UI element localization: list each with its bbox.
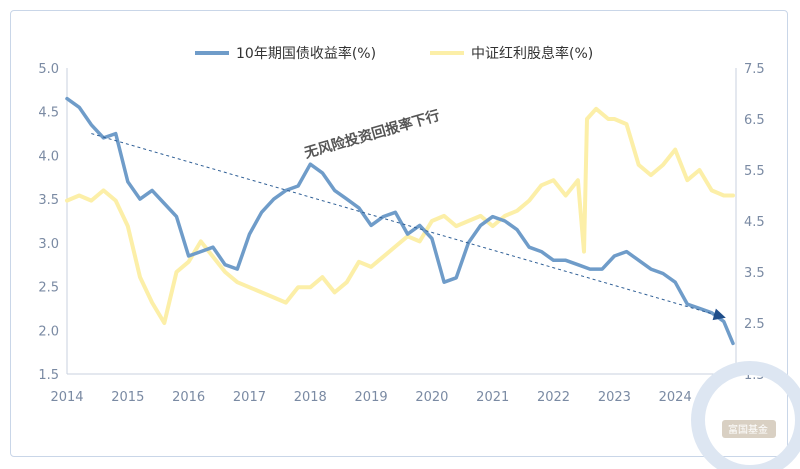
axes <box>66 68 737 375</box>
legend-label-dividend-yield: 中证红利股息率(%) <box>471 45 593 62</box>
watermark-badge <box>722 420 776 438</box>
x-tick-label: 2019 <box>355 390 388 405</box>
x-tick-label: 2015 <box>111 390 144 405</box>
series-line-dividend-yield <box>65 106 735 325</box>
x-tick-label: 2023 <box>598 390 631 405</box>
trend-arrowhead <box>712 308 726 321</box>
right-tick-label: 7.5 <box>744 62 765 77</box>
watermark-text: 富国基金 <box>728 423 768 436</box>
x-tick-label: 2024 <box>659 390 692 405</box>
series-line-bond-yield <box>65 96 735 346</box>
left-tick-label: 1.5 <box>38 368 59 383</box>
x-tick-label: 2014 <box>50 390 83 405</box>
trend-annotation: 无风险投资回报率下行 <box>301 107 441 162</box>
trend-line <box>91 133 724 318</box>
right-tick-label: 5.5 <box>744 164 765 179</box>
right-tick-label: 3.5 <box>744 266 765 281</box>
legend-label-bond-yield: 10年期国债收益率(%) <box>236 45 376 62</box>
x-tick-label: 2016 <box>172 390 205 405</box>
x-tick-label: 2022 <box>537 390 570 405</box>
left-tick-label: 4.5 <box>38 106 59 121</box>
left-tick-label: 2.5 <box>38 281 59 296</box>
left-tick-label: 2.0 <box>38 324 59 339</box>
legend: 10年期国债收益率(%) 中证红利股息率(%) <box>195 45 593 62</box>
watermark-logo: 富国基金 <box>691 361 800 469</box>
right-tick-label: 2.5 <box>744 317 765 332</box>
chart-frame <box>10 10 788 457</box>
x-tick-label: 2017 <box>233 390 266 405</box>
series-layer <box>65 96 735 346</box>
x-tick-label: 2018 <box>294 390 327 405</box>
x-axis-ticks: 2014 2015 2016 2017 2018 2019 2020 2021 2022 2023… <box>50 390 691 405</box>
x-tick-label: 2021 <box>476 390 509 405</box>
left-axis-ticks: 5.0 4.5 4.0 3.5 3.0 2.5 2.0 1.5 <box>38 62 59 383</box>
left-tick-label: 4.0 <box>38 149 59 164</box>
left-tick-label: 5.0 <box>38 62 59 77</box>
trend-layer <box>91 133 726 321</box>
right-tick-label: 6.5 <box>744 113 765 128</box>
right-tick-label: 4.5 <box>744 215 765 230</box>
left-tick-label: 3.0 <box>38 237 59 252</box>
x-tick-label: 2020 <box>415 390 448 405</box>
right-axis-ticks: 7.56.55.54.53.52.51.5 <box>744 62 765 383</box>
left-tick-label: 3.5 <box>38 193 59 208</box>
